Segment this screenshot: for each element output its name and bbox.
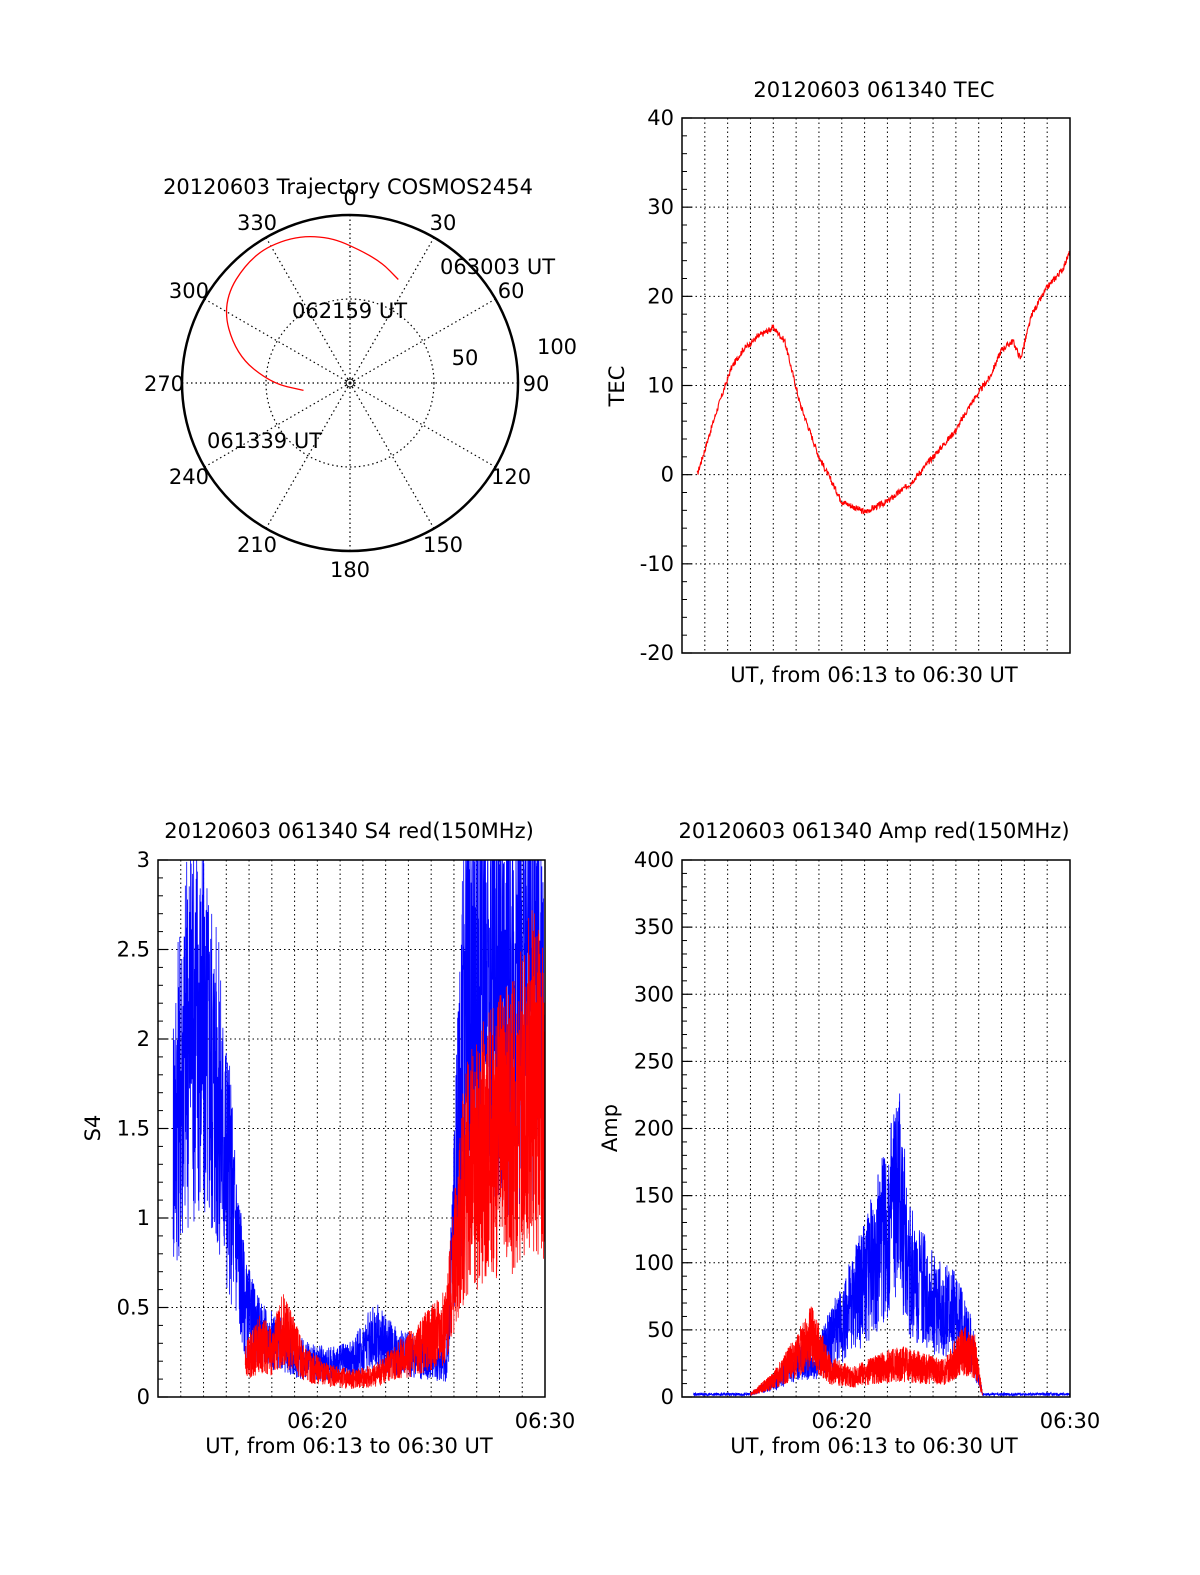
s4-title: 20120603 061340 S4 red(150MHz) (164, 819, 534, 843)
s4-panel: 20120603 061340 S4 red(150MHz) 0 0.5 1 1.5 2… (81, 819, 575, 1458)
amp-series-line-blue (693, 1093, 1071, 1398)
polar-azimuth-label: 330 (237, 211, 277, 235)
polar-spoke (265, 382, 351, 529)
polar-elevation-label-50: 50 (452, 346, 479, 370)
s4-y-tick-label: 2.5 (117, 938, 150, 962)
s4-y-tick-label: 0 (137, 1385, 150, 1409)
tec-panel: 20120603 061340 TEC -20 -10 0 10 20 30 40 UT, … (605, 78, 1071, 687)
polar-spoke (349, 382, 435, 529)
amp-x-tick-label: 06:30 (1040, 1409, 1101, 1433)
polar-azimuth-label: 120 (491, 465, 531, 489)
s4-y-tick-label: 1 (137, 1206, 150, 1230)
polar-azimuth-label: 60 (498, 279, 525, 303)
polar-spoke (349, 298, 496, 384)
polar-inner-ring (265, 298, 435, 468)
s4-x-ticks: 06:20 06:30 (287, 1409, 575, 1433)
tec-y-tick-label: 0 (661, 463, 674, 487)
amp-y-tick-label: 0 (661, 1385, 674, 1409)
polar-azimuth-label: 180 (330, 558, 370, 582)
amp-series (693, 1093, 1071, 1398)
polar-azimuth-label: 270 (144, 372, 184, 396)
amp-series-line-red (750, 1306, 983, 1396)
s4-series (172, 859, 546, 1389)
polar-title: 20120603 Trajectory COSMOS2454 (163, 175, 533, 199)
polar-spoke (349, 382, 496, 468)
polar-azimuth-label: 240 (169, 465, 209, 489)
tec-series (696, 251, 1071, 515)
polar-azimuth-label: 30 (430, 211, 457, 235)
tec-y-tick-label: 20 (647, 284, 674, 308)
s4-x-tick-label: 06:20 (287, 1409, 348, 1433)
amp-y-ticks: 0 50 100 150 200 250 300 350 400 (634, 848, 692, 1409)
amp-x-tick-label: 06:20 (811, 1409, 872, 1433)
amp-x-ticks: 06:20 06:30 (811, 1409, 1100, 1433)
polar-elevation-label-100: 100 (537, 335, 577, 359)
polar-annotation-start: 061339 UT (207, 429, 322, 453)
tec-y-tick-label: -10 (640, 552, 674, 576)
polar-grid (182, 215, 518, 551)
amp-y-tick-label: 350 (634, 915, 674, 939)
polar-spoke (349, 237, 435, 384)
s4-series-line-red (244, 910, 546, 1389)
amp-y-tick-label: 200 (634, 1117, 674, 1141)
amp-panel: 20120603 061340 Amp red(150MHz) 0 50 100 15… (598, 819, 1100, 1458)
s4-ylabel: S4 (81, 1115, 105, 1142)
tec-y-tick-label: 10 (647, 374, 674, 398)
amp-xlabel: UT, from 06:13 to 06:30 UT (730, 1434, 1018, 1458)
polar-spoke (265, 237, 351, 384)
polar-azimuth-label: 0 (343, 186, 356, 210)
polar-annotation-mid: 062159 UT (292, 299, 407, 323)
amp-y-tick-label: 400 (634, 848, 674, 872)
amp-y-tick-label: 50 (647, 1318, 674, 1342)
amp-y-tick-label: 300 (634, 982, 674, 1006)
s4-y-ticks: 0 0.5 1 1.5 2 2.5 3 (117, 848, 168, 1409)
polar-azimuth-label: 300 (169, 279, 209, 303)
polar-spoke (204, 382, 351, 468)
polar-azimuth-label: 90 (523, 372, 550, 396)
tec-y-tick-label: 30 (647, 195, 674, 219)
polar-spoke (204, 298, 351, 384)
polar-outer-ring (180, 213, 520, 553)
polar-annotation-end: 063003 UT (440, 255, 555, 279)
polar-azimuth-labels: 0 30 60 90 120 150 180 210 240 270 300 330 (144, 186, 549, 582)
s4-y-tick-label: 3 (137, 848, 150, 872)
polar-azimuth-label: 210 (237, 533, 277, 557)
s4-y-tick-label: 2 (137, 1027, 150, 1051)
amp-ylabel: Amp (598, 1104, 622, 1152)
amp-title: 20120603 061340 Amp red(150MHz) (678, 819, 1069, 843)
amp-y-tick-label: 250 (634, 1049, 674, 1073)
polar-trajectory-panel: 20120603 Trajectory COSMOS2454 0 30 60 90 12… (144, 175, 577, 582)
amp-y-tick-label: 100 (634, 1251, 674, 1275)
trajectory-path (225, 235, 399, 392)
tec-xlabel: UT, from 06:13 to 06:30 UT (730, 663, 1018, 687)
tec-title: 20120603 061340 TEC (753, 78, 994, 102)
tec-grid (682, 118, 1070, 653)
tec-y-tick-label: -20 (640, 641, 674, 665)
s4-y-tick-label: 0.5 (117, 1296, 150, 1320)
tec-y-tick-label: 40 (647, 106, 674, 130)
trajectory-line (225, 235, 399, 392)
tec-y-ticks: -20 -10 0 10 20 30 40 (640, 106, 692, 665)
polar-azimuth-label: 150 (423, 533, 463, 557)
s4-y-tick-label: 1.5 (117, 1117, 150, 1141)
amp-y-tick-label: 150 (634, 1184, 674, 1208)
s4-x-tick-label: 06:30 (515, 1409, 576, 1433)
tec-ylabel: TEC (605, 366, 629, 408)
polar-center-mark (345, 378, 355, 388)
tec-series-line-red (696, 251, 1071, 515)
s4-xlabel: UT, from 06:13 to 06:30 UT (205, 1434, 493, 1458)
